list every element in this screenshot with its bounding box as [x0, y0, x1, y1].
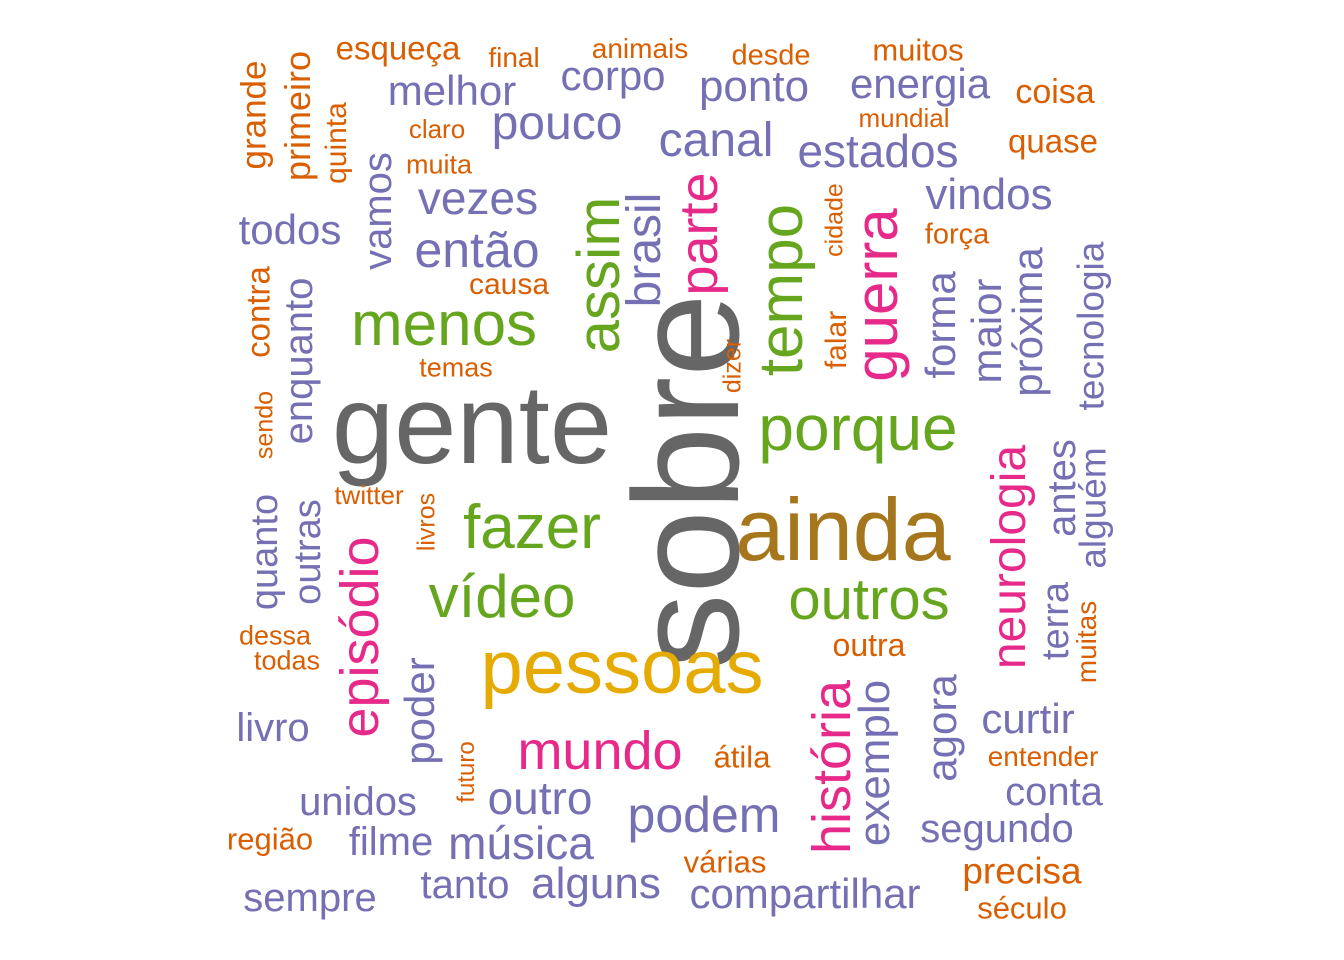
word-podem: podem [627, 787, 781, 843]
word-cidade: cidade [820, 183, 849, 257]
word-vindos: vindos [925, 170, 1053, 219]
word-filme: filme [348, 820, 434, 864]
word-primeiro: primeiro [277, 50, 318, 182]
word-mundial: mundial [858, 103, 950, 133]
word-todas: todas [253, 645, 321, 676]
word-final: final [488, 42, 540, 73]
word-grande: grande [234, 60, 274, 170]
word-corpo: corpo [560, 52, 666, 99]
word-unidos: unidos [299, 780, 417, 824]
word-futuro: futuro [453, 741, 480, 803]
word-episodio: episódio [330, 536, 390, 738]
word-quanto: quanto [244, 493, 286, 611]
word-musica: música [448, 817, 594, 869]
word-varias: várias [683, 844, 767, 880]
word-estados: estados [797, 125, 959, 177]
word-atila: átila [713, 739, 771, 775]
word-sendo: sendo [250, 390, 279, 460]
word-vamos: vamos [356, 152, 400, 270]
word-maior: maior [963, 278, 1010, 384]
word-exemplo: exemplo [850, 679, 899, 847]
word-terra: terra [1035, 581, 1077, 661]
word-outras: outras [287, 499, 329, 605]
word-quinta: quinta [320, 102, 353, 184]
word-tempo: tempo [747, 203, 816, 377]
word-segundo: segundo [920, 807, 1074, 851]
word-twitter: twitter [334, 480, 404, 510]
word-menos: menos [350, 290, 538, 359]
word-precisa: precisa [962, 850, 1082, 892]
word-mundo: mundo [517, 721, 683, 781]
word-claro: claro [408, 114, 466, 144]
word-vezes: vezes [417, 172, 539, 224]
word-alguns: alguns [531, 859, 661, 908]
word-outra: outra [832, 627, 906, 663]
word-forca: força [924, 218, 990, 251]
word-melhor: melhor [387, 67, 517, 114]
word-entender: entender [987, 741, 1099, 772]
word-contra: contra [239, 266, 277, 358]
word-energia: energia [849, 60, 991, 107]
word-conta: conta [1005, 770, 1103, 814]
word-muita: muita [405, 149, 473, 180]
word-video: vídeo [428, 563, 576, 630]
word-porque: porque [758, 392, 958, 464]
word-dessa: dessa [238, 620, 312, 651]
word-tecnologia: tecnologia [1070, 241, 1112, 411]
word-falar: falar [820, 310, 853, 370]
word-enquanto: enquanto [277, 277, 321, 445]
word-sempre: sempre [243, 876, 377, 920]
word-outros: outros [788, 567, 950, 632]
word-outro: outro [487, 772, 593, 824]
word-tanto: tanto [420, 863, 510, 907]
word-temas: temas [419, 352, 493, 383]
word-animais: animais [591, 33, 689, 64]
word-regiao: região [226, 821, 314, 857]
word-coisa: coisa [1015, 73, 1095, 111]
word-quase: quase [1008, 122, 1098, 160]
word-livros: livros [412, 492, 441, 552]
word-forma: forma [917, 271, 964, 379]
word-muitos: muitos [872, 32, 964, 68]
word-entao: então [414, 222, 540, 278]
word-brasil: brasil [618, 192, 671, 308]
word-agora: agora [918, 674, 965, 782]
word-esqueca: esqueça [335, 29, 461, 67]
word-muitas: muitas [1071, 600, 1102, 684]
word-guerra: guerra [843, 208, 910, 382]
word-neurologia: neurologia [983, 444, 1036, 670]
word-canal: canal [658, 114, 774, 167]
word-todos: todos [238, 206, 342, 253]
word-pessoas: pessoas [480, 625, 764, 710]
word-pouco: pouco [491, 97, 623, 150]
word-curtir: curtir [981, 695, 1075, 742]
word-fazer: fazer [463, 493, 601, 562]
word-proxima: próxima [1004, 247, 1051, 397]
word-causa: causa [468, 268, 550, 301]
word-parte: parte [669, 172, 729, 296]
word-ponto: ponto [698, 62, 810, 111]
word-alguem: alguém [1072, 447, 1114, 569]
word-poder: poder [396, 657, 443, 765]
word-gente: gente [331, 362, 613, 487]
word-ainda: ainda [735, 480, 951, 579]
word-dizer: dizer [718, 338, 747, 394]
word-livro: livro [236, 706, 310, 750]
word-compartilhar: compartilhar [689, 870, 921, 917]
word-desde: desde [731, 39, 811, 72]
word-seculo: século [977, 890, 1067, 926]
